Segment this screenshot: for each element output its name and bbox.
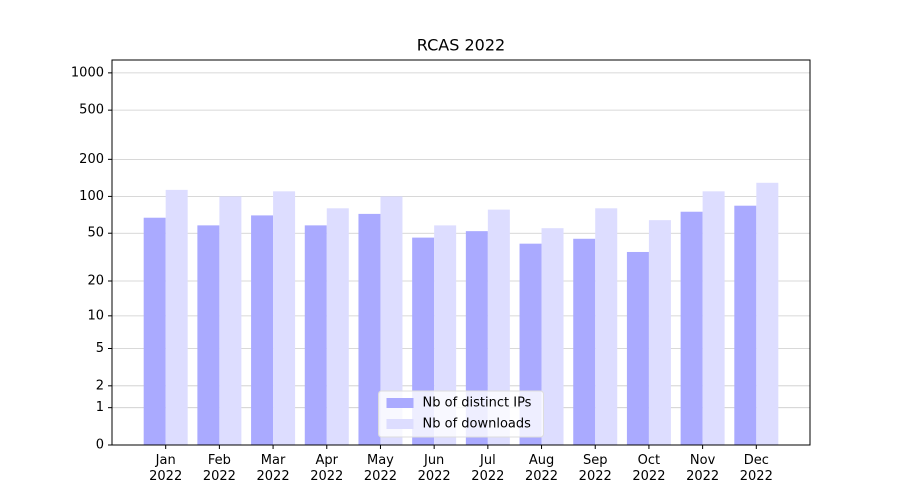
y-tick-label: 2: [96, 378, 104, 393]
bar: [143, 217, 166, 445]
x-tick-label: Feb 2022: [202, 453, 236, 484]
legend-box: [378, 390, 544, 438]
x-tick-label: Dec 2022: [739, 453, 773, 484]
bar: [573, 238, 596, 445]
bar: [304, 225, 327, 445]
bar: [273, 191, 296, 445]
y-tick-label: 200: [79, 152, 104, 167]
y-tick-label: 0: [96, 438, 104, 453]
x-tick-label: Jun 2022: [417, 453, 451, 484]
bar: [487, 209, 510, 445]
bar: [648, 220, 671, 445]
y-tick-label: 1: [96, 400, 104, 415]
bar: [680, 211, 703, 445]
x-tick-label: Nov 2022: [686, 453, 720, 484]
bar: [626, 251, 649, 445]
bar: [734, 205, 757, 445]
bar: [380, 196, 403, 445]
y-tick-label: 5: [96, 341, 104, 356]
x-tick-label: Mar 2022: [256, 453, 290, 484]
bar: [756, 182, 779, 445]
y-tick-label: 500: [79, 103, 104, 118]
chart-title: RCAS 2022: [417, 36, 505, 55]
x-tick-label: Oct 2022: [632, 453, 666, 484]
x-tick-label: Jul 2022: [471, 453, 505, 484]
bar: [219, 196, 242, 445]
x-tick-label: Sep 2022: [578, 453, 612, 484]
y-tick-label: 100: [79, 189, 104, 204]
legend-label: Nb of downloads: [423, 417, 532, 432]
plot-frame: [111, 59, 811, 446]
bar: [702, 191, 725, 445]
x-tick-label: Aug 2022: [524, 453, 559, 484]
x-tick-label: May 2022: [363, 453, 397, 484]
bar: [251, 215, 274, 445]
x-tick-label: Apr 2022: [310, 453, 344, 484]
bar: [358, 213, 381, 445]
y-tick-label: 50: [87, 226, 104, 241]
legend-swatch: [386, 419, 414, 429]
bar: [165, 189, 188, 445]
legend-label: Nb of distinct IPs: [423, 396, 532, 411]
legend: Nb of distinct IPs Nb of downloads: [378, 390, 544, 438]
bar: [595, 208, 618, 445]
bar: [326, 208, 349, 445]
bar: [541, 228, 564, 445]
bar: [197, 225, 220, 445]
x-tick-label: Jan 2022: [149, 453, 183, 484]
y-tick-label: 20: [87, 274, 104, 289]
y-tick-label: 1000: [71, 65, 104, 80]
legend-swatch: [386, 398, 414, 408]
bar: [434, 225, 457, 445]
y-tick-label: 10: [87, 308, 104, 323]
